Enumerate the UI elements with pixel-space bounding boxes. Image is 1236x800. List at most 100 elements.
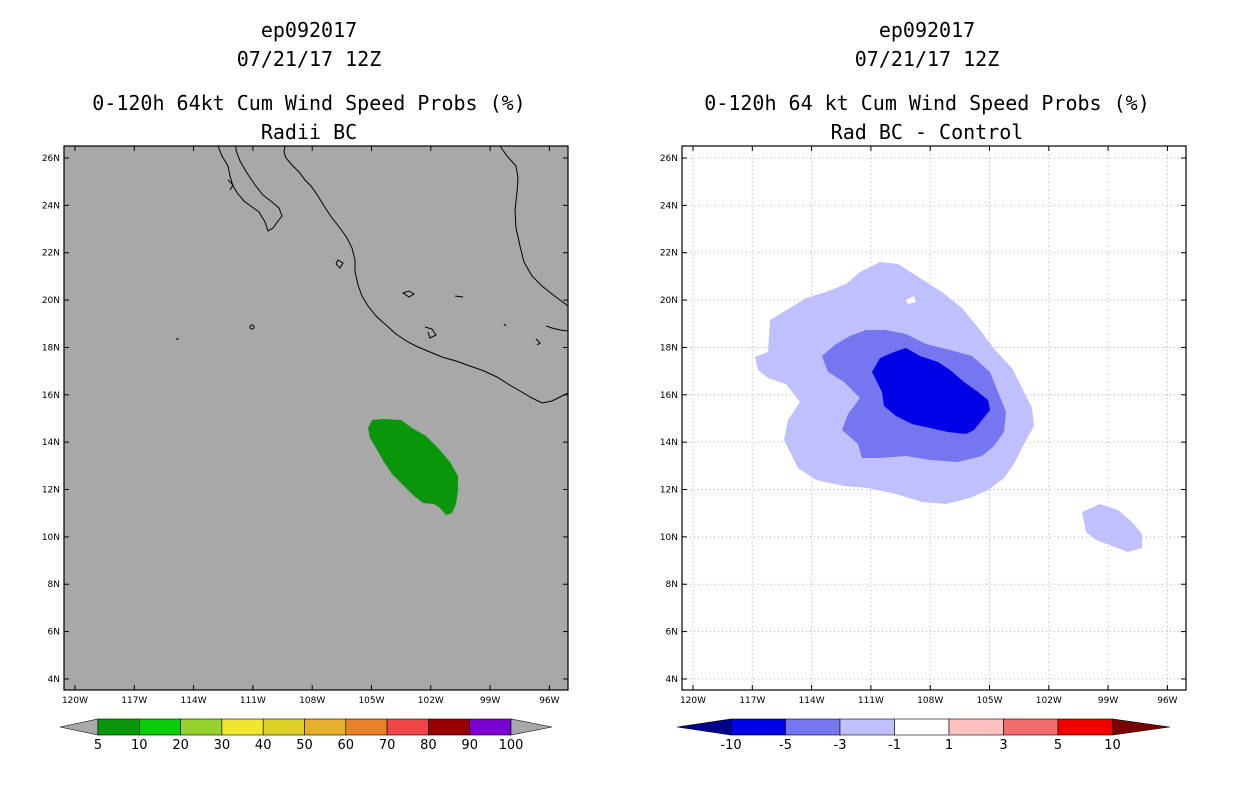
lon-tick-label: 105W <box>976 696 1002 706</box>
colorbar-swatch <box>469 718 512 736</box>
colorbar-low-arrow <box>676 718 732 736</box>
left-storm-id: ep092017 <box>260 18 358 42</box>
colorbar-label: 1 <box>945 738 953 753</box>
lat-tick-label: 20N <box>660 296 678 306</box>
colorbar-high-arrow <box>1112 718 1171 736</box>
lon-tick-label: 117W <box>121 696 147 706</box>
lon-tick-label: 99W <box>1098 696 1118 706</box>
colorbar-swatch <box>304 718 347 736</box>
right-title: 0-120h 64 kt Cum Wind Speed Probs (%) <box>704 91 1150 115</box>
right-difference-contours <box>755 262 1142 552</box>
colorbar-label: -10 <box>720 738 741 753</box>
lat-tick-label: 22N <box>42 249 60 259</box>
left-map-panel: 26N 24N 22N 20N 18N 16N 14N 12N 10N 8N 6N 4N 120W 117… <box>42 145 569 706</box>
colorbar-swatch <box>1003 718 1059 736</box>
colorbar-swatch <box>262 718 305 736</box>
colorbar-label: 60 <box>338 738 355 753</box>
colorbar-label: 80 <box>420 738 437 753</box>
lat-tick-label: 4N <box>666 675 678 685</box>
colorbar-label: -3 <box>834 738 847 753</box>
lat-tick-label: 6N <box>48 628 60 638</box>
colorbar-swatch <box>1057 718 1113 736</box>
lat-tick-label: 16N <box>660 391 678 401</box>
left-colorbar: 5 10 20 30 40 50 60 70 80 90 100 <box>59 718 553 753</box>
lat-tick-label: 16N <box>42 391 60 401</box>
lat-tick-label: 18N <box>660 343 678 353</box>
colorbar-label: 20 <box>172 738 189 753</box>
right-colorbar: -10 -5 -3 -1 1 3 5 10 <box>676 718 1171 753</box>
colorbar-swatch <box>428 718 470 736</box>
lat-tick-label: 6N <box>666 628 678 638</box>
left-map-background <box>64 146 568 690</box>
lat-tick-label: 20N <box>42 296 60 306</box>
lat-tick-label: 4N <box>48 675 60 685</box>
lon-tick-label: 120W <box>680 696 706 706</box>
colorbar-swatch <box>139 718 181 736</box>
colorbar-label: 100 <box>499 738 524 753</box>
lat-tick-label: 24N <box>660 201 678 211</box>
left-map-frame <box>63 145 569 691</box>
colorbar-label: 50 <box>296 738 313 753</box>
colorbar-label: -1 <box>888 738 901 753</box>
lon-tick-label: 102W <box>418 696 444 706</box>
lat-tick-label: 10N <box>42 533 60 543</box>
right-datetime: 07/21/17 12Z <box>854 47 1000 71</box>
colorbar-high-arrow <box>510 718 553 736</box>
colorbar-swatch <box>730 718 786 736</box>
colorbar-label: 5 <box>1054 738 1062 753</box>
right-storm-id: ep092017 <box>878 18 976 42</box>
colorbar-swatch <box>97 718 140 736</box>
colorbar-swatch <box>345 718 388 736</box>
colorbar-swatch <box>785 718 841 736</box>
colorbar-swatch <box>839 718 895 736</box>
lon-tick-label: 99W <box>480 696 500 706</box>
left-subtitle: Radii BC <box>260 120 358 144</box>
colorbar-label: 70 <box>379 738 396 753</box>
lat-tick-label: 8N <box>666 580 678 590</box>
lat-tick-label: 22N <box>660 249 678 259</box>
colorbar-label: 40 <box>255 738 272 753</box>
colorbar-low-arrow <box>59 718 99 736</box>
colorbar-swatch <box>221 718 264 736</box>
lat-tick-label: 12N <box>660 486 678 496</box>
colorbar-label: 90 <box>461 738 478 753</box>
lat-tick-label: 26N <box>42 154 60 164</box>
lon-tick-label: 111W <box>240 696 266 706</box>
lon-tick-label: 114W <box>181 696 207 706</box>
lon-tick-label: 108W <box>299 696 325 706</box>
colorbar-label: 30 <box>214 738 231 753</box>
lat-tick-label: 14N <box>42 438 60 448</box>
lon-tick-label: 117W <box>739 696 765 706</box>
colorbar-label: -5 <box>779 738 792 753</box>
colorbar-label: 3 <box>999 738 1007 753</box>
lon-tick-label: 114W <box>799 696 825 706</box>
lat-tick-label: 26N <box>660 154 678 164</box>
lat-tick-label: 8N <box>48 580 60 590</box>
lat-tick-label: 10N <box>660 533 678 543</box>
colorbar-label: 10 <box>131 738 148 753</box>
lat-tick-label: 12N <box>42 486 60 496</box>
left-title: 0-120h 64kt Cum Wind Speed Probs (%) <box>92 91 526 115</box>
right-axes: 26N 24N 22N 20N 18N 16N 14N 12N 10N 8N 6N 4N 120W 117… <box>660 146 1186 706</box>
lon-tick-label: 108W <box>917 696 943 706</box>
left-datetime: 07/21/17 12Z <box>236 47 382 71</box>
right-map-panel: 26N 24N 22N 20N 18N 16N 14N 12N 10N 8N 6N 4N 120W 117… <box>660 145 1187 706</box>
lon-tick-label: 96W <box>539 696 559 706</box>
colorbar-swatch <box>948 718 1004 736</box>
right-subtitle: Rad BC - Control <box>830 120 1024 144</box>
lon-tick-label: 96W <box>1157 696 1177 706</box>
left-probability-contour-5pct <box>368 419 458 515</box>
colorbar-label: 10 <box>1104 738 1121 753</box>
lat-tick-label: 24N <box>42 201 60 211</box>
colorbar-label: 5 <box>94 738 102 753</box>
lat-tick-label: 18N <box>42 343 60 353</box>
right-contour-minus5-to-minus10 <box>872 348 990 434</box>
colorbar-swatch <box>180 718 223 736</box>
colorbar-swatch <box>386 718 429 736</box>
lat-tick-label: 14N <box>660 438 678 448</box>
lon-tick-label: 120W <box>62 696 88 706</box>
left-axes: 26N 24N 22N 20N 18N 16N 14N 12N 10N 8N 6N 4N 120W 117… <box>42 146 568 706</box>
colorbar-swatch <box>894 718 950 736</box>
lon-tick-label: 102W <box>1036 696 1062 706</box>
